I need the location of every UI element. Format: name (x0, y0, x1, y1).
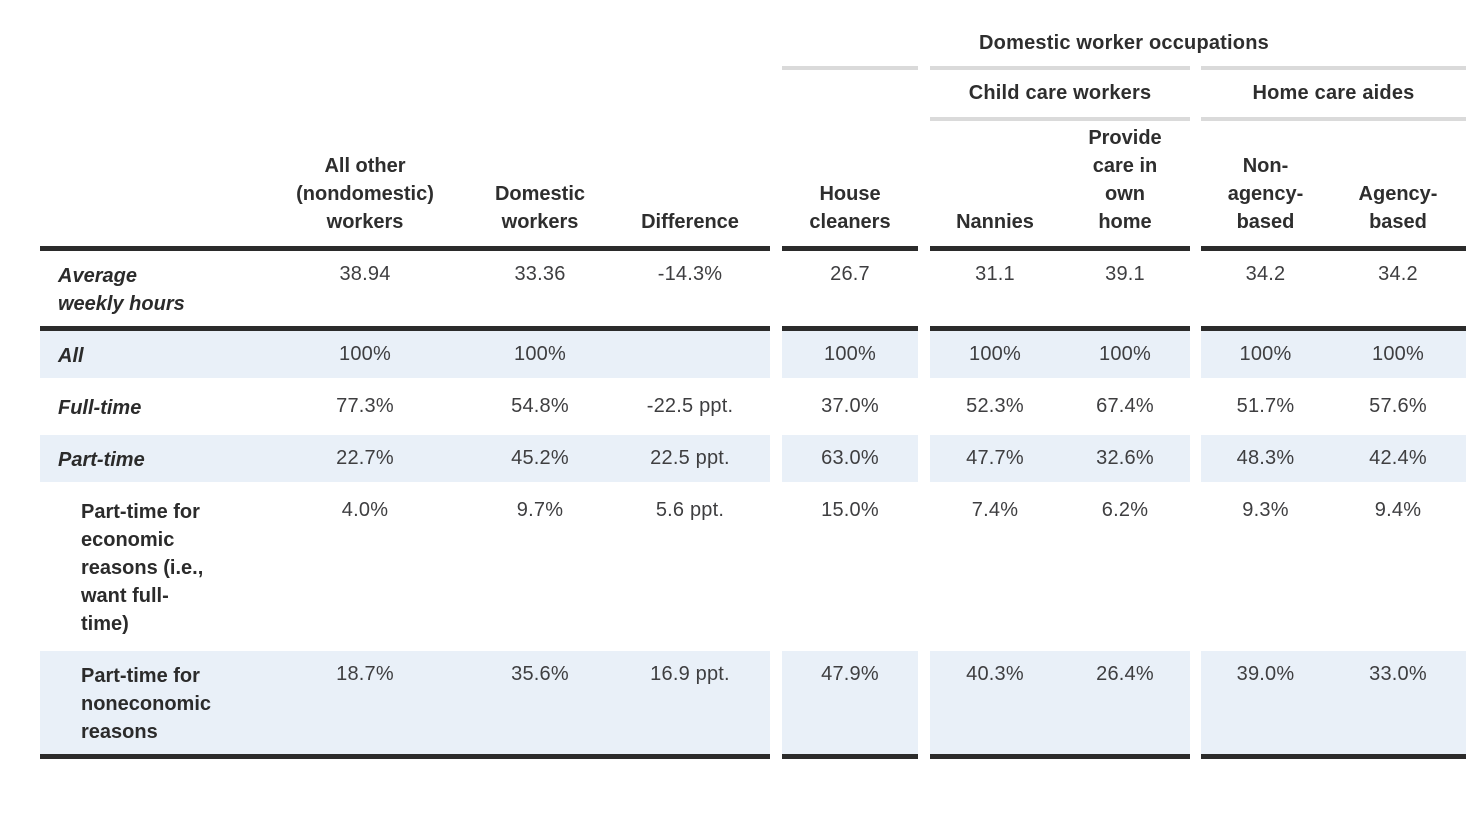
rule-dark-under-average-weekly-hours (40, 326, 770, 331)
value-cell: 31.1 (975, 263, 1015, 285)
column-header-house-cleaners: House cleaners (809, 183, 891, 233)
rule-light-under-child-care (930, 117, 1190, 121)
rule-dark-bottom (930, 754, 1190, 759)
rule-dark-under-headers (782, 246, 918, 251)
value-cell: 33.0% (1330, 651, 1466, 754)
value-cell: 15.0% (821, 499, 879, 521)
value-cell: 77.3% (336, 395, 394, 417)
value-cell: 100% (1060, 331, 1190, 378)
value-cell: 51.7% (1236, 395, 1295, 417)
value-cell: 45.2% (470, 435, 610, 482)
value-cell: 4.0% (341, 499, 389, 521)
rule-dark-under-average-weekly-hours (930, 326, 1190, 331)
row-label: All (40, 331, 260, 378)
value-cell: 9.4% (1374, 499, 1422, 521)
value-cell: 26.7 (830, 263, 870, 285)
value-cell: 37.0% (821, 395, 879, 417)
value-cell: 100% (470, 331, 610, 378)
value-cell: 48.3% (1201, 435, 1330, 482)
rule-light-child-care (930, 66, 1190, 70)
value-cell: 26.4% (1060, 651, 1190, 754)
value-cell: 47.7% (930, 435, 1060, 482)
rule-dark-under-average-weekly-hours (1201, 326, 1466, 331)
table-top-header: Domestic worker occupations (979, 31, 1269, 54)
value-cell: 54.8% (511, 395, 569, 417)
value-cell: 7.4% (971, 499, 1019, 521)
value-cell: 9.3% (1242, 499, 1289, 521)
value-cell: 100% (1330, 331, 1466, 378)
value-cell: 5.6 ppt. (655, 499, 725, 521)
value-cell: 35.6% (470, 651, 610, 754)
rule-dark-bottom (782, 754, 918, 759)
value-cell: 57.6% (1369, 395, 1427, 417)
value-cell: 100% (1201, 331, 1330, 378)
value-cell: 22.5 ppt. (610, 435, 770, 482)
value-cell: 33.36 (514, 263, 566, 285)
rule-dark-under-headers (930, 246, 1190, 251)
rule-light-house-cleaners (782, 66, 918, 70)
row-label: Full-time (58, 397, 142, 419)
value-cell (610, 331, 770, 378)
rule-dark-bottom (1201, 754, 1466, 759)
rule-dark-bottom (40, 754, 770, 759)
row-label: Part-time for noneconomic reasons (40, 651, 260, 754)
group-header-home-care-aides: Home care aides (1252, 82, 1415, 104)
value-cell: 34.2 (1245, 263, 1286, 285)
value-cell: 67.4% (1096, 395, 1154, 417)
value-cell: 38.94 (339, 263, 391, 285)
value-cell: -14.3% (657, 263, 723, 285)
rule-dark-under-headers (1201, 246, 1466, 251)
value-cell: 63.0% (782, 435, 918, 482)
value-cell: 34.2 (1378, 263, 1418, 285)
column-header-domestic-workers: Domestic workers (494, 183, 586, 233)
value-cell: 22.7% (260, 435, 470, 482)
column-header-nannies: Nannies (956, 211, 1034, 233)
column-header-agency-based: Agency- based (1358, 183, 1438, 233)
row-label: Average weekly hours (58, 265, 185, 315)
column-header-all-other-nondomestic-workers: All other (nondomestic) workers (296, 155, 434, 233)
value-cell: 18.7% (260, 651, 470, 754)
value-cell: 16.9 ppt. (610, 651, 770, 754)
row-label: Part-time (40, 435, 260, 482)
value-cell: 42.4% (1330, 435, 1466, 482)
report-page: Domestic worker occupations Child care w… (40, 20, 1466, 759)
column-header-non-agency-based: Non- agency- based (1227, 155, 1304, 233)
column-header-provide-care-in-own-home: Provide care in own home (1088, 127, 1162, 233)
domestic-workers-table: Domestic worker occupations Child care w… (40, 20, 1466, 759)
rule-light-under-home-care (1201, 117, 1466, 121)
row-label: Part-time for economic reasons (i.e., wa… (81, 501, 204, 635)
row-label-column-spacer (40, 121, 260, 246)
value-cell: 6.2% (1101, 499, 1149, 521)
value-cell: 9.7% (516, 499, 564, 521)
value-cell: 100% (260, 331, 470, 378)
value-cell: 40.3% (930, 651, 1060, 754)
group-header-child-care-workers: Child care workers (968, 82, 1152, 104)
value-cell: 39.0% (1201, 651, 1330, 754)
value-cell: 47.9% (782, 651, 918, 754)
value-cell: 52.3% (966, 395, 1024, 417)
value-cell: 100% (782, 331, 918, 378)
rule-dark-under-average-weekly-hours (782, 326, 918, 331)
column-header-difference: Difference (641, 211, 739, 233)
rule-light-home-care (1201, 66, 1466, 70)
value-cell: -22.5 ppt. (646, 395, 734, 417)
value-cell: 100% (930, 331, 1060, 378)
rule-dark-under-headers (40, 246, 770, 251)
value-cell: 39.1 (1105, 263, 1145, 285)
value-cell: 32.6% (1060, 435, 1190, 482)
